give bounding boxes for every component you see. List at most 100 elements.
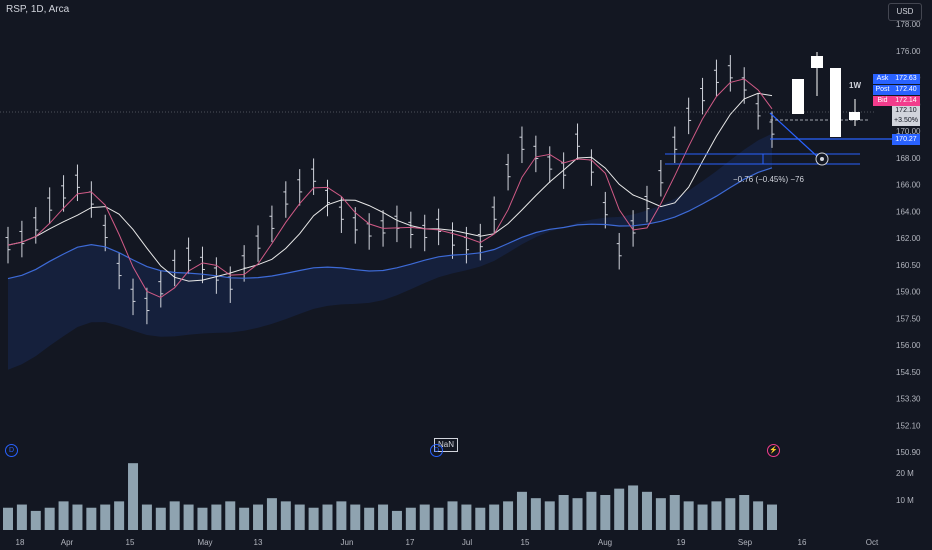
symbol-title: RSP, 1D, Arca xyxy=(6,4,70,15)
trend-line[interactable] xyxy=(769,112,821,160)
volume-bar xyxy=(586,491,597,530)
volume-bar xyxy=(544,501,555,530)
volume-bar xyxy=(433,507,444,530)
volume-bar xyxy=(683,501,694,530)
volume-bar xyxy=(767,504,777,530)
volume-bar xyxy=(183,504,194,530)
volume-bar xyxy=(378,504,389,530)
volume-bar xyxy=(253,504,264,530)
volume-bar xyxy=(225,501,236,530)
volume-bar xyxy=(419,504,430,530)
ask-label: Ask xyxy=(873,74,892,84)
price-tick-label: 166.00 xyxy=(896,181,921,190)
volume-bar xyxy=(628,485,639,530)
fast-moving-average xyxy=(7,78,773,298)
time-axis[interactable]: 18 Apr 15 May 13 Jun 17 Jul 15 Aug 19 Sep 16 Oct xyxy=(16,538,879,547)
bid-label: Bid xyxy=(873,96,892,106)
volume-bar xyxy=(336,501,347,530)
slow-moving-average xyxy=(7,167,773,280)
time-tick-label: Sep xyxy=(738,538,753,547)
volume-bar xyxy=(294,504,305,530)
dividend-icon[interactable]: D xyxy=(5,444,18,457)
mid-moving-average xyxy=(7,92,773,282)
time-tick-label: 15 xyxy=(126,538,135,547)
price-tick-label: 156.00 xyxy=(896,341,921,350)
volume-bar xyxy=(280,501,291,530)
volume-bar xyxy=(405,507,416,530)
volume-bar xyxy=(739,495,750,530)
volume-tick-label: 10 M xyxy=(896,496,914,505)
post-value: 172.40 xyxy=(892,85,920,95)
eye-pupil xyxy=(820,157,824,161)
post-label: Post xyxy=(873,85,892,95)
volume-bar xyxy=(711,501,722,530)
dividend-icon[interactable]: D xyxy=(430,444,443,457)
time-tick-label: Oct xyxy=(866,538,879,547)
time-tick-label: Aug xyxy=(598,538,612,547)
weekly-candle xyxy=(811,56,823,68)
time-tick-label: 13 xyxy=(254,538,263,547)
price-tick-label: 152.10 xyxy=(896,421,921,430)
volume-bar xyxy=(697,504,708,530)
volume-bar xyxy=(44,507,55,530)
volume-bar xyxy=(530,498,541,530)
volume-bar xyxy=(155,507,166,530)
volume-bars xyxy=(3,463,777,530)
ma-area-fill xyxy=(8,133,772,370)
ask-value: 172.63 xyxy=(892,74,920,84)
price-tick-label: 150.90 xyxy=(896,448,921,457)
volume-bar xyxy=(239,507,250,530)
volume-bar xyxy=(391,510,402,530)
volume-bar xyxy=(86,507,97,530)
measure-readout: −0.76 (−0.45%) −76 xyxy=(733,175,804,184)
weekly-candle xyxy=(849,112,860,120)
last-price-badge: 172.10 +3.50% xyxy=(892,106,920,126)
price-tick-label: 159.00 xyxy=(896,288,921,297)
drawing-tools[interactable] xyxy=(0,111,892,166)
volume-bar xyxy=(322,504,333,530)
volume-bar xyxy=(197,507,208,530)
weekly-candle xyxy=(792,79,804,114)
volume-bar xyxy=(572,498,583,530)
volume-bar xyxy=(16,504,27,530)
price-tick-label: 168.00 xyxy=(896,154,921,163)
last-price-change: +3.50% xyxy=(894,117,918,124)
last-price-value: 172.10 xyxy=(895,107,917,114)
volume-bar xyxy=(211,504,222,530)
time-tick-label: Apr xyxy=(61,538,74,547)
volume-bar xyxy=(489,504,500,530)
volume-bar xyxy=(669,495,680,530)
timeframe-label: 1W xyxy=(849,81,861,90)
weekly-candles xyxy=(792,52,860,137)
price-tick-label: 160.50 xyxy=(896,261,921,270)
volume-bar xyxy=(447,501,458,530)
weekly-candle xyxy=(830,68,841,137)
currency-button[interactable]: USD xyxy=(888,3,922,21)
time-tick-label: May xyxy=(197,538,212,547)
price-bars xyxy=(5,55,775,325)
volume-bar xyxy=(655,498,666,530)
volume-bar xyxy=(614,488,625,530)
price-tick-label: 154.50 xyxy=(896,368,921,377)
volume-bar xyxy=(516,491,527,530)
horizontal-line-price-badge: 170.27 xyxy=(892,134,920,145)
volume-tick-label: 20 M xyxy=(896,469,914,478)
volume-bar xyxy=(600,495,611,530)
earnings-icon[interactable]: ⚡ xyxy=(767,444,780,457)
price-tick-label: 157.50 xyxy=(896,314,921,323)
bid-value: 172.14 xyxy=(892,96,920,106)
volume-bar xyxy=(503,501,514,530)
volume-bar xyxy=(641,491,652,530)
time-tick-label: 17 xyxy=(406,538,415,547)
volume-bar xyxy=(461,504,472,530)
time-tick-label: 18 xyxy=(16,538,25,547)
volume-bar xyxy=(72,504,83,530)
price-tick-label: 162.00 xyxy=(896,234,921,243)
price-tick-label: 164.00 xyxy=(896,207,921,216)
volume-bar xyxy=(753,501,764,530)
time-tick-label: Jun xyxy=(341,538,354,547)
volume-bar xyxy=(58,501,69,530)
volume-bar xyxy=(100,504,111,530)
time-tick-label: Jul xyxy=(462,538,472,547)
